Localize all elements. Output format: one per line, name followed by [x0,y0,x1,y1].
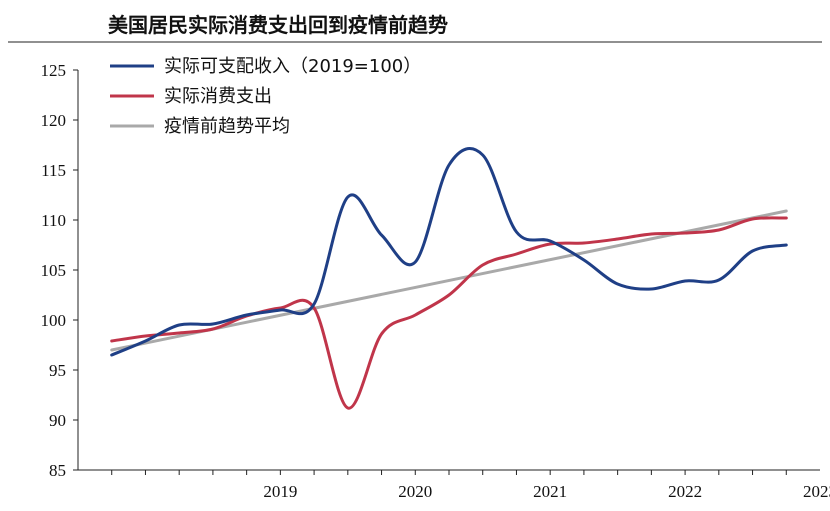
y-tick-label: 105 [41,261,67,280]
x-tick-label: 2022 [668,482,702,501]
x-tick-label: 2019 [263,482,297,501]
x-tick-label: 2020 [398,482,432,501]
income-line [110,147,788,357]
y-tick-label: 90 [49,411,66,430]
chart-title: 美国居民实际消费支出回到疫情前趋势 [108,13,448,37]
legend-income-label: 实际可支配收入（2019=100） [164,56,421,77]
x-tick-label: 2021 [533,482,567,501]
y-tick-label: 125 [41,61,67,80]
legend-consumption-label: 实际消费支出 [164,86,272,107]
y-tick-label: 115 [41,161,66,180]
y-tick-label: 110 [41,211,66,230]
legend-trend-label: 疫情前趋势平均 [164,116,290,137]
x-tick-label: 2023 [803,482,830,501]
y-tick-label: 100 [41,311,67,330]
y-tick-label: 95 [49,361,66,380]
consumption-line [110,216,788,410]
plot-area: 85 90 95 100 105 110 115 120 125 2019 2020 2021 2022… [41,56,830,501]
y-tick-label: 120 [41,111,67,130]
y-tick-label: 85 [49,461,66,480]
